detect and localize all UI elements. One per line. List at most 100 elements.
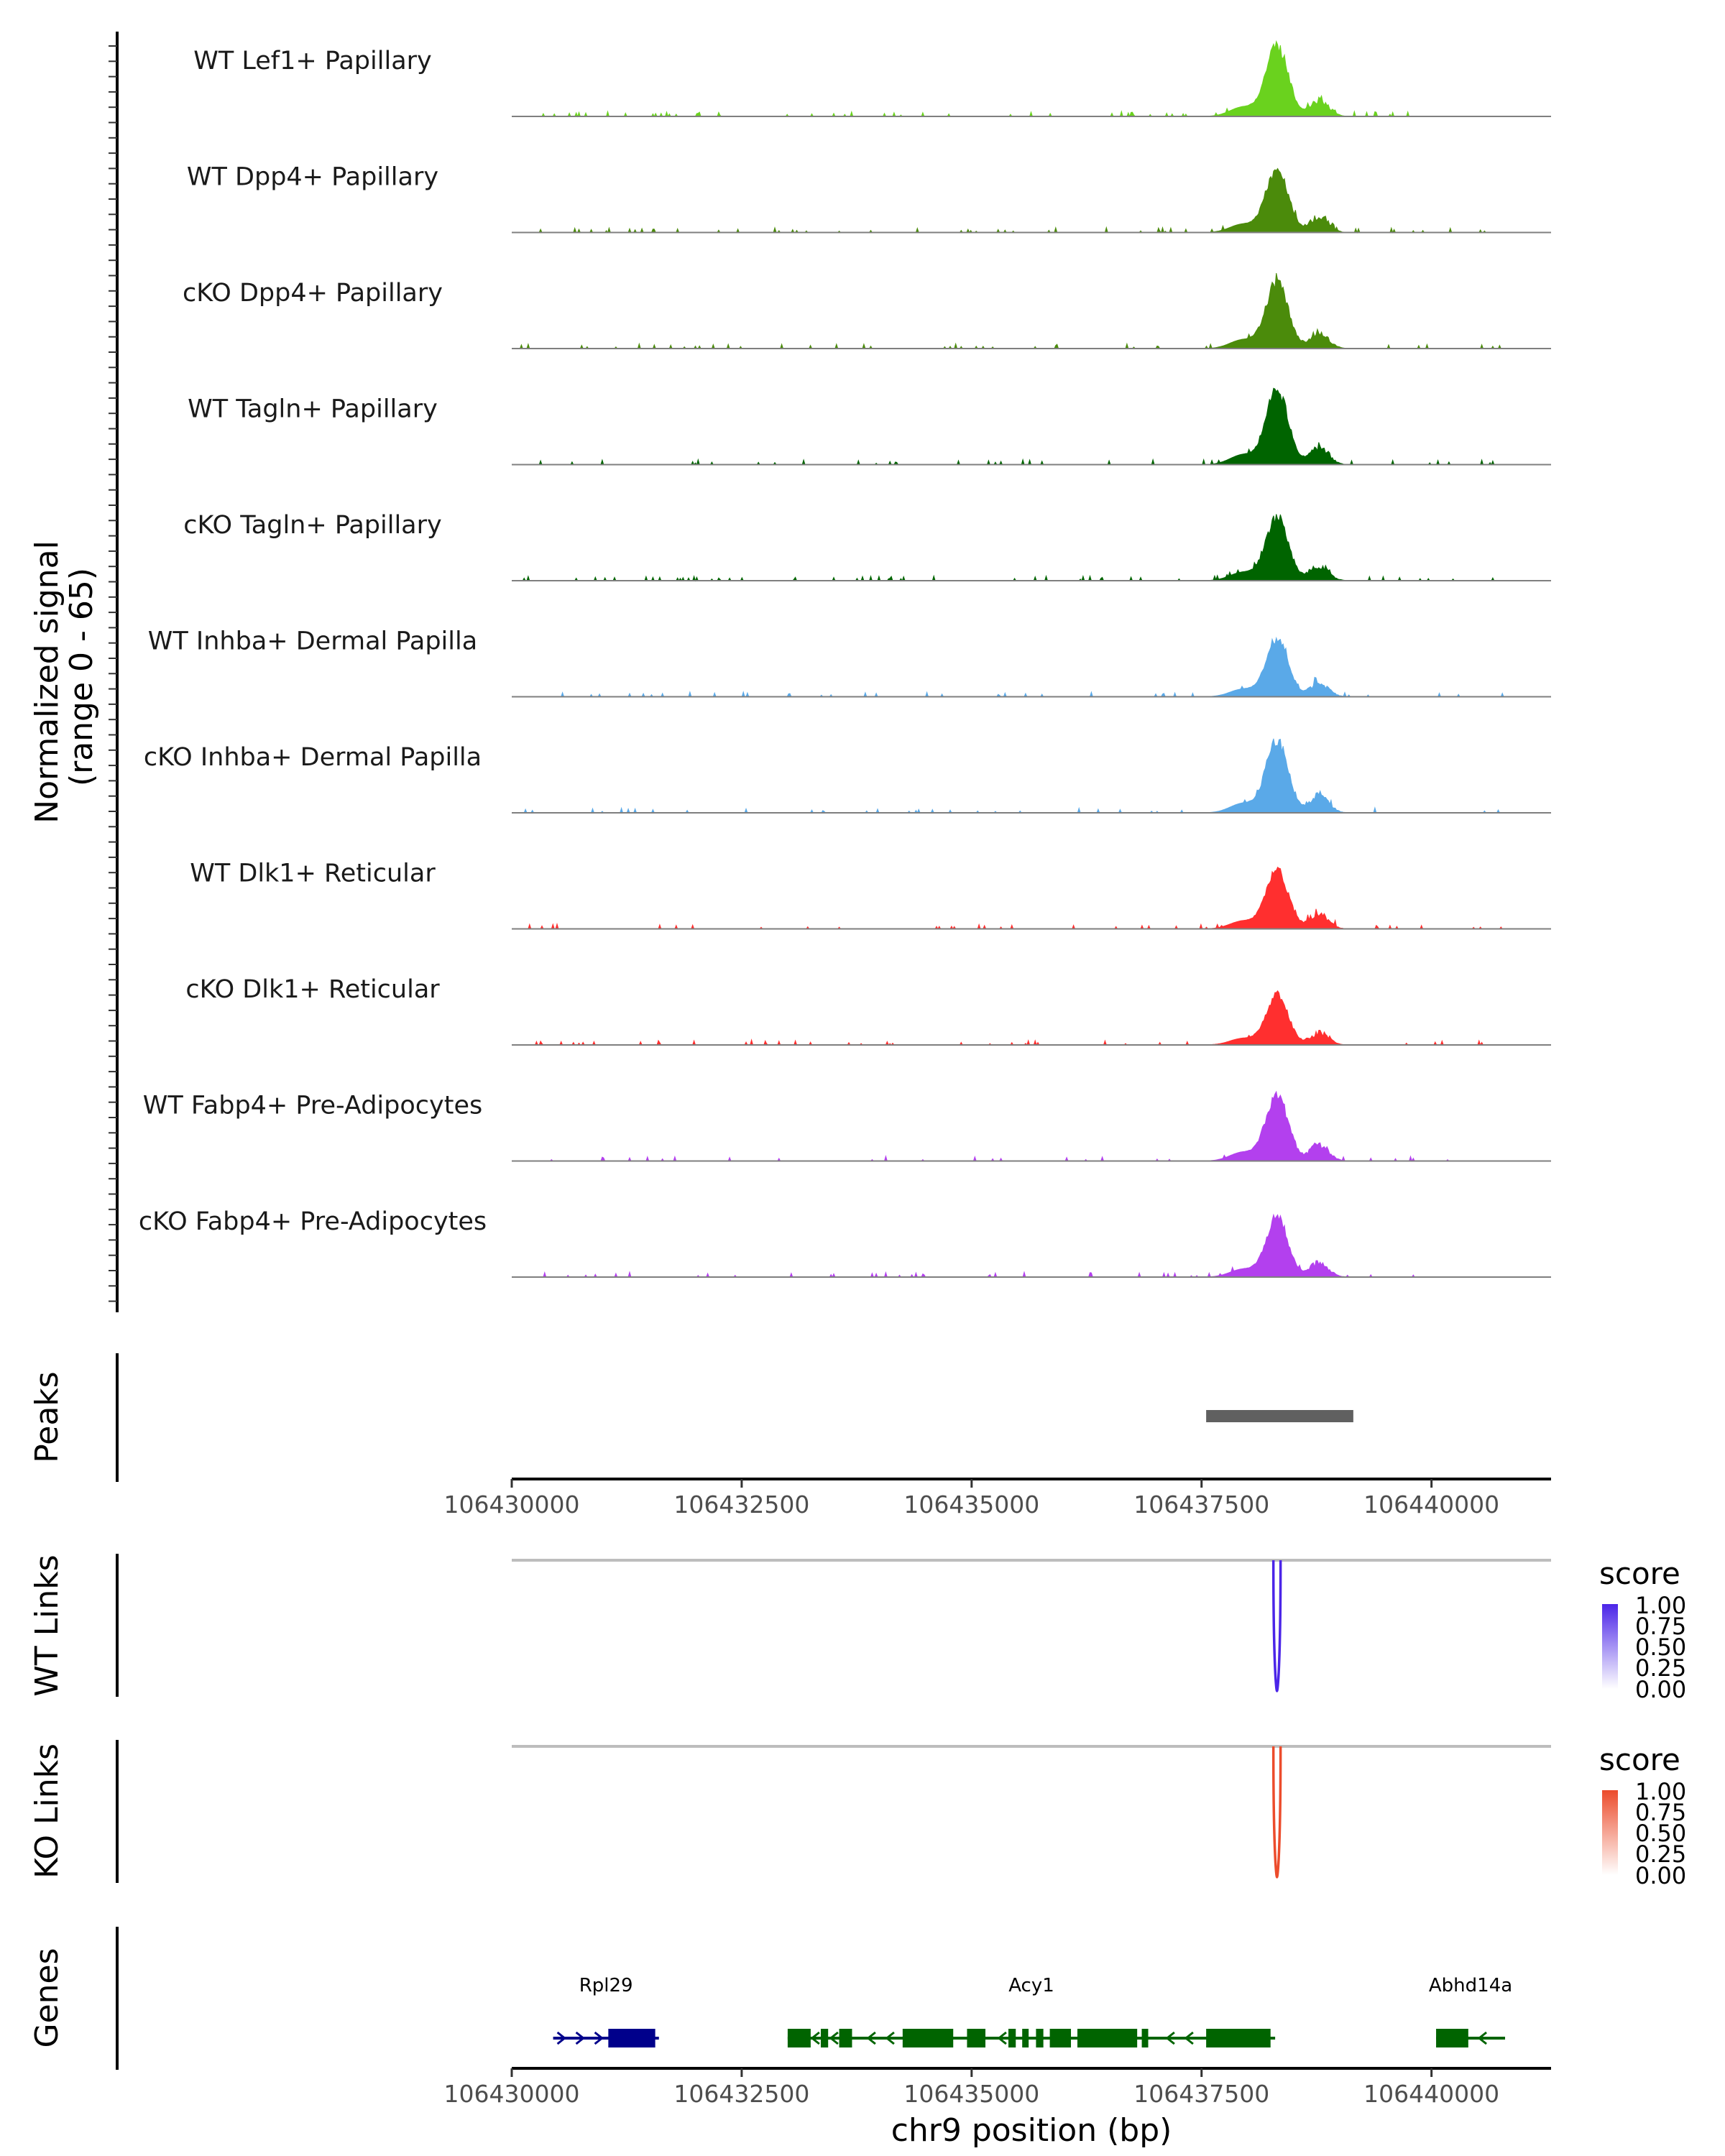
coverage-track-label: WT Fabp4+ Pre-Adipocytes (143, 1092, 482, 1120)
gene-name: Abhd14a (1429, 1975, 1512, 1996)
wt-legend-tick: 0.75 (1635, 1613, 1686, 1640)
x-tick-label: 106435000 (903, 1491, 1039, 1519)
coverage-y-ticks (109, 45, 117, 1302)
coverage-panel: Normalized signal (range 0 - 65) WT Lef1… (29, 32, 1551, 1312)
ko-legend-tick: 1.00 (1635, 1778, 1686, 1805)
coverage-y-label-line2: (range 0 - 65) (63, 568, 100, 786)
strand-arrow (1477, 2031, 1487, 2045)
gene-models: Rpl29 Acy1 Abhd14a (553, 1975, 1512, 2047)
x-tick-label: 106437500 (1133, 2080, 1269, 2108)
coverage-y-label-line1: Normalized signal (29, 540, 65, 824)
genes-panel: Genes Rpl29 Acy1 Abhd14a 106430000 10643250… (29, 1927, 1551, 2149)
x-tick-label: 106432500 (673, 1491, 809, 1519)
gene-exon (1141, 2029, 1149, 2047)
gene-exon (787, 2029, 811, 2047)
x-axis-bottom: 106430000 106432500 106435000 106437500 1064… (444, 2068, 1499, 2108)
strand-arrow (1165, 2031, 1175, 2045)
coverage-track: WT Dpp4+ Papillary (187, 163, 1551, 234)
gene-name: Rpl29 (579, 1975, 633, 1996)
x-tick-label: 106435000 (903, 2080, 1039, 2108)
coverage-area (518, 167, 1505, 234)
ko-links-panel: KO Links (29, 1740, 1551, 1883)
x-tick-label: 106437500 (1133, 1491, 1269, 1519)
gene-model: Acy1 (787, 1975, 1276, 2047)
coverage-track-label: WT Inhba+ Dermal Papilla (148, 627, 477, 656)
ko-legend-tick: 0.75 (1635, 1799, 1686, 1826)
coverage-area (518, 272, 1505, 349)
wt-legend-tick: 0.25 (1635, 1654, 1686, 1682)
gene-exon (1436, 2029, 1468, 2047)
coverage-area (518, 738, 1505, 814)
ko-links-arcs (1271, 1746, 1282, 1879)
coverage-track: WT Tagln+ Papillary (188, 387, 1551, 466)
peaks-panel: Peaks 106430000 106432500 106435000 1064375… (29, 1353, 1551, 1519)
gene-exon (1008, 2029, 1016, 2047)
gene-exon (967, 2029, 986, 2047)
strand-arrow (556, 2031, 566, 2045)
coverage-area (518, 387, 1505, 466)
wt-links-label: WT Links (29, 1554, 65, 1696)
coverage-track: cKO Dpp4+ Papillary (183, 272, 1551, 349)
coverage-track: cKO Dlk1+ Reticular (185, 975, 1551, 1046)
coverage-track: WT Inhba+ Dermal Papilla (148, 627, 1551, 698)
coverage-track-label: WT Dlk1+ Reticular (190, 860, 436, 888)
ko-legend-tick: 0.50 (1635, 1820, 1686, 1847)
strand-arrow (810, 2031, 820, 2045)
link-arc (1271, 1560, 1282, 1692)
link-arc (1271, 1746, 1282, 1879)
coverage-track: WT Lef1+ Papillary (193, 40, 1551, 118)
coverage-track-label: cKO Tagln+ Papillary (183, 511, 442, 540)
x-tick-label: 106432500 (673, 2080, 809, 2108)
coverage-track: cKO Tagln+ Papillary (183, 511, 1551, 582)
peaks-marks (1206, 1410, 1353, 1422)
coverage-area (518, 514, 1505, 582)
gene-exon (1077, 2029, 1138, 2047)
x-tick-label: 106440000 (1363, 2080, 1499, 2108)
coverage-track-label: WT Dpp4+ Papillary (187, 163, 438, 192)
wt-legend-tick: 0.50 (1635, 1634, 1686, 1661)
strand-arrow (1184, 2031, 1194, 2045)
coverage-area (518, 1090, 1505, 1162)
peaks-label: Peaks (29, 1371, 65, 1462)
coverage-area (518, 866, 1505, 930)
coverage-track-label: WT Lef1+ Papillary (193, 47, 432, 75)
coverage-track-label: cKO Dpp4+ Papillary (183, 279, 443, 308)
strand-arrow (829, 2031, 839, 2045)
gene-model: Abhd14a (1429, 1975, 1512, 2047)
gene-exon (608, 2029, 656, 2047)
gene-exon (902, 2029, 954, 2047)
coverage-track: cKO Inhba+ Dermal Papilla (144, 738, 1551, 814)
coverage-track-label: WT Tagln+ Papillary (188, 395, 438, 424)
ko-legend-colorbar (1602, 1790, 1618, 1875)
wt-links-panel: WT Links (29, 1554, 1551, 1697)
coverage-track-label: cKO Fabp4+ Pre-Adipocytes (139, 1207, 487, 1236)
gene-exon (1022, 2029, 1029, 2047)
wt-legend-title: score (1599, 1556, 1680, 1591)
ko-score-legend: score 1.00 0.75 0.50 0.25 0.00 (1599, 1742, 1686, 1889)
wt-legend-tick: 1.00 (1635, 1592, 1686, 1619)
gene-model: Rpl29 (553, 1975, 659, 2047)
strand-arrow (885, 2031, 895, 2045)
wt-score-legend: score 1.00 0.75 0.50 0.25 0.00 (1599, 1556, 1686, 1703)
wt-links-arcs (1271, 1560, 1282, 1692)
gene-exon (1036, 2029, 1044, 2047)
strand-arrow (594, 2031, 604, 2045)
coverage-track: WT Dlk1+ Reticular (190, 860, 1551, 930)
gene-exon (1049, 2029, 1072, 2047)
ko-legend-tick: 0.25 (1635, 1841, 1686, 1868)
gene-name: Acy1 (1008, 1975, 1054, 1996)
x-tick-label: 106440000 (1363, 1491, 1499, 1519)
coverage-track: cKO Fabp4+ Pre-Adipocytes (139, 1207, 1551, 1279)
ko-links-label: KO Links (29, 1743, 65, 1879)
coverage-area (518, 636, 1505, 697)
coverage-area (518, 990, 1505, 1046)
coverage-track-label: cKO Inhba+ Dermal Papilla (144, 743, 482, 772)
gene-exon (820, 2029, 829, 2047)
wt-legend-colorbar (1602, 1604, 1618, 1689)
coverage-area (518, 40, 1505, 118)
coverage-track-label: cKO Dlk1+ Reticular (185, 975, 440, 1004)
genes-label: Genes (29, 1948, 65, 2047)
x-tick-label: 106430000 (444, 2080, 580, 2108)
coverage-area (518, 1213, 1505, 1279)
